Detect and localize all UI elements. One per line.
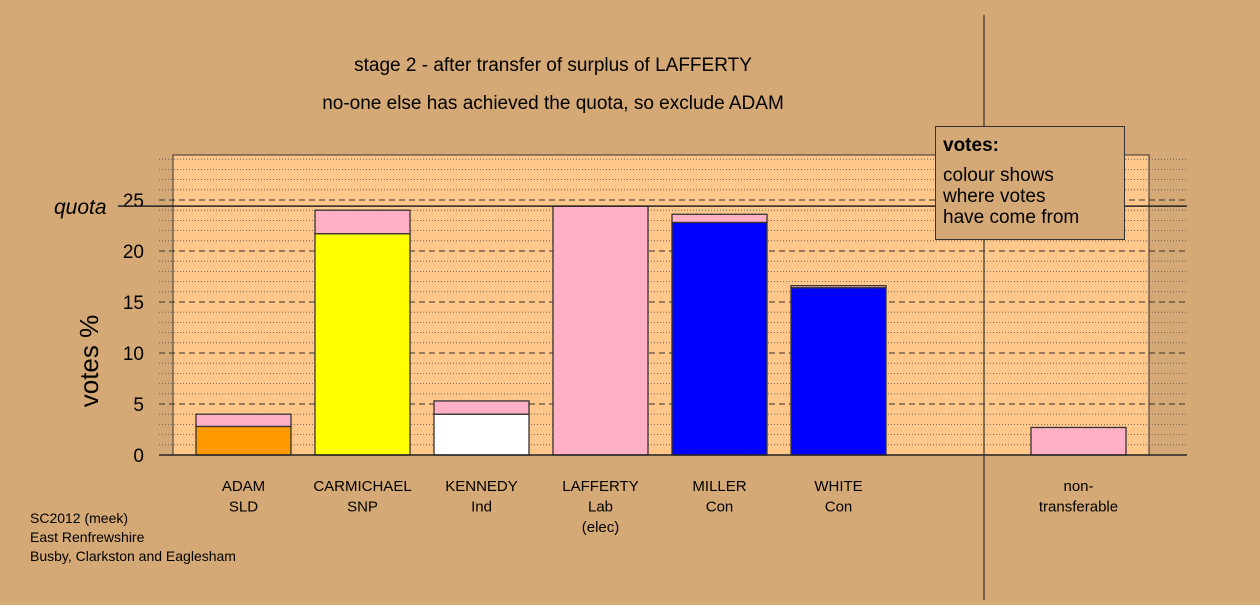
chart-subtitle: no-one else has achieved the quota, so e… <box>322 93 784 114</box>
caption-council: East Renfrewshire <box>30 529 145 545</box>
x-tick-label: WHITE <box>814 478 862 495</box>
x-tick-label: Lab <box>588 499 613 516</box>
x-tick-label: CARMICHAEL <box>313 478 411 495</box>
bar-segment <box>195 413 292 428</box>
x-tick-label: ADAM <box>222 478 265 495</box>
y-tick-label: 5 <box>133 395 144 416</box>
bar-segment <box>195 425 292 456</box>
y-tick-label: 0 <box>133 446 144 467</box>
x-tick-label: Con <box>706 499 734 516</box>
y-tick-label: 10 <box>123 344 144 365</box>
bar-segment <box>790 285 887 289</box>
x-tick-label: transferable <box>1039 499 1118 516</box>
bar-segment <box>433 400 530 415</box>
caption-ward: Busby, Clarkston and Eaglesham <box>30 548 236 564</box>
bar-segment <box>671 221 768 456</box>
bar-segment <box>314 233 411 456</box>
x-tick-label: LAFFERTY <box>562 478 638 495</box>
y-tick-label: 20 <box>123 242 144 263</box>
x-tick-label: MILLER <box>692 478 746 495</box>
x-tick-label: KENNEDY <box>445 478 518 495</box>
bar-segment <box>552 205 649 456</box>
x-tick-label: Con <box>825 499 853 516</box>
x-tick-label: non- <box>1063 478 1093 495</box>
y-axis-label: votes % <box>74 315 104 408</box>
quota-label: quota <box>54 196 107 219</box>
y-tick-label: 15 <box>123 293 144 314</box>
caption-election: SC2012 (meek) <box>30 510 129 526</box>
legend-title: votes: <box>943 135 999 156</box>
legend-box: votes: colour shows where votes have com… <box>935 126 1125 240</box>
chart-title: stage 2 - after transfer of surplus of L… <box>354 55 752 76</box>
bar-segment <box>790 287 887 456</box>
y-tick-label: 25 <box>123 191 144 212</box>
x-tick-label: (elec) <box>582 519 620 536</box>
x-tick-label: Ind <box>471 499 492 516</box>
x-tick-label: SLD <box>229 499 258 516</box>
legend-text: colour shows where votes have come from <box>943 165 1080 228</box>
bar-segment <box>433 413 530 456</box>
bar-segment <box>1030 426 1127 456</box>
bar-segment <box>671 213 768 224</box>
bar-segment <box>314 209 411 235</box>
x-tick-label: SNP <box>347 499 378 516</box>
